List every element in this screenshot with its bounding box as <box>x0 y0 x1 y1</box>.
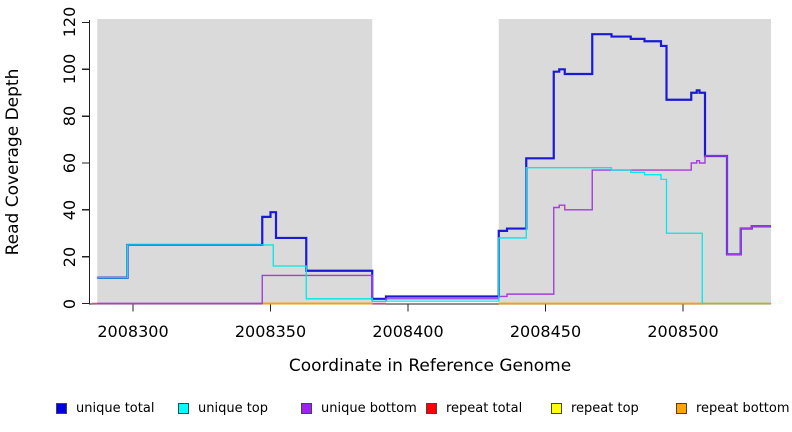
legend-item-repeat-bottom: repeat bottom <box>676 399 790 417</box>
series-line-unique-total <box>97 33 771 300</box>
legend-item-unique-total: unique total <box>56 399 154 417</box>
series-line-unique-bottom <box>97 155 771 305</box>
legend-item-unique-top: unique top <box>178 399 268 417</box>
legend-item-repeat-top: repeat top <box>551 399 639 417</box>
legend-label: repeat top <box>571 400 639 416</box>
x-axis-title: Coordinate in Reference Genome <box>288 356 572 376</box>
legend-swatch-icon <box>676 402 687 414</box>
legend-swatch-icon <box>426 402 437 414</box>
legend-swatch-icon <box>178 402 189 414</box>
legend-item-repeat-total: repeat total <box>426 399 522 417</box>
legend: unique total unique top unique bottom repea… <box>0 399 792 419</box>
x-tick-label: 2008500 <box>647 322 719 341</box>
y-tick-label: 120 <box>60 7 79 38</box>
legend-swatch-icon <box>301 402 312 414</box>
legend-label: repeat bottom <box>696 400 790 416</box>
x-tick-label: 2008350 <box>234 322 307 341</box>
x-tick-label: 2008450 <box>509 322 582 341</box>
y-axis-title: Read Coverage Depth <box>3 68 23 256</box>
legend-label: unique top <box>198 400 269 416</box>
x-tick-label: 2008400 <box>372 322 444 341</box>
legend-label: unique bottom <box>321 400 417 416</box>
series-line-unique-top <box>97 167 771 305</box>
x-tick-label: 2008300 <box>97 322 169 341</box>
legend-swatch-icon <box>56 402 67 414</box>
legend-label: repeat total <box>446 400 523 416</box>
legend-label: unique total <box>76 400 155 416</box>
repeat-region-shading <box>97 19 373 304</box>
legend-swatch-icon <box>551 402 562 414</box>
repeat-region-shading <box>498 19 771 304</box>
legend-item-unique-bottom: unique bottom <box>301 399 417 417</box>
